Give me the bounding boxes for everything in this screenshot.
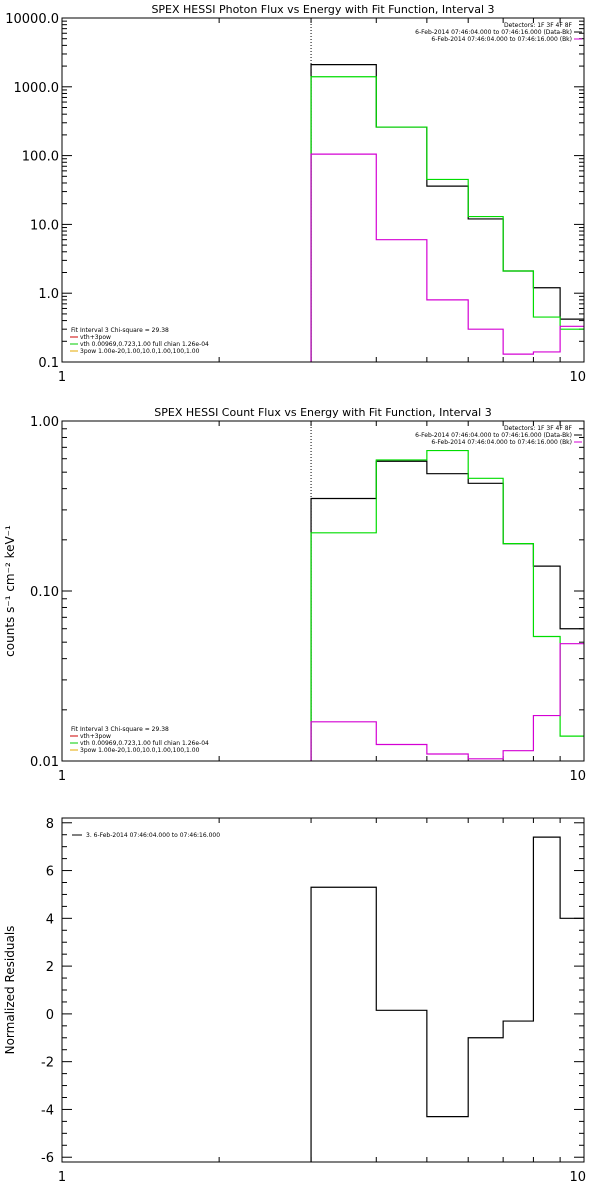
series-line-1 [310,836,584,1162]
y-tick-label: 0 [46,1008,54,1023]
y-tick-label: -2 [41,1056,54,1071]
series-line-2 [310,76,584,362]
y-tick-label: 0.01 [30,755,59,770]
legend-entry: vth+3pow [80,334,111,341]
info-line: 6-Feb-2014 07:46:04.000 to 07:46:16.000 … [415,432,572,439]
info-line: 6-Feb-2014 07:46:04.000 to 07:46:16.000 … [415,29,572,36]
legend-entry: Fit Interval 3 Chi-square = 29.38 [71,726,169,733]
legend-entry: vth+3pow [80,733,111,740]
x-tick-label: 1 [58,370,66,385]
chart-title: SPEX HESSI Photon Flux vs Energy with Fi… [151,3,494,16]
y-axis-label: counts s⁻¹ cm⁻² keV⁻¹ [3,525,17,657]
x-tick-label: 1 [58,1170,66,1185]
info-line: 6-Feb-2014 07:46:04.000 to 07:46:16.000 … [431,36,572,43]
info-line: Detectors: 1F 3F 4F 8F [504,22,573,29]
legend-entry: vth 0.00969,0.723,1.00 full chian 1.26e-… [80,341,209,348]
series-line-3 [310,643,584,761]
x-tick-label: 10 [569,769,586,784]
y-tick-label: 10000.0 [5,12,59,27]
legend-entry: 3pow 1.00e-20,1.00,10.0,1.00,100,1.00 [80,747,200,754]
x-tick-label: 10 [569,370,586,385]
x-tick-label: 1 [58,769,66,784]
y-tick-label: 2 [46,960,54,975]
y-tick-label: 10.0 [30,218,59,233]
chart-title: SPEX HESSI Count Flux vs Energy with Fit… [154,406,491,419]
y-tick-label: 8 [46,817,54,832]
chart-panel-3: Normalized Residuals 1 10 -6 -4 -2 0 2 4 6 8 3. 6-F… [3,817,586,1185]
y-axis-label: Normalized Residuals [3,926,17,1055]
y-tick-label: 6 [46,865,54,880]
y-tick-label: 1000.0 [14,81,60,96]
y-tick-label: 1.00 [30,415,59,430]
y-tick-label: 4 [46,912,54,927]
series-line-2 [310,449,584,761]
y-tick-label: -6 [41,1151,54,1166]
y-tick-label: 0.1 [38,356,59,371]
info-line: 6-Feb-2014 07:46:04.000 to 07:46:16.000 … [431,439,572,446]
plot-frame [61,817,585,1163]
legend-entry: 3. 6-Feb-2014 07:46:04.000 to 07:46:16.0… [86,832,220,839]
x-tick-label: 10 [569,1170,586,1185]
plot-frame [61,17,585,363]
chart-panel-1: SPEX HESSI Photon Flux vs Energy with Fi… [5,3,586,385]
y-tick-label: 100.0 [22,150,59,165]
legend-entry: vth 0.00969,0.723,1.00 full chian 1.26e-… [80,740,209,747]
series-line-3 [310,153,584,362]
legend-entry: Fit Interval 3 Chi-square = 29.38 [71,327,169,334]
legend-entry: 3pow 1.00e-20,1.00,10.0,1.00,100,1.00 [80,348,200,355]
y-tick-label: 0.10 [30,585,59,600]
y-tick-label: 1.0 [38,287,59,302]
info-line: Detectors: 1F 3F 4F 8F [504,425,573,432]
plot-frame [61,420,585,762]
chart-panel-2: SPEX HESSI Count Flux vs Energy with Fit… [3,406,586,784]
y-tick-label: -4 [41,1103,54,1118]
